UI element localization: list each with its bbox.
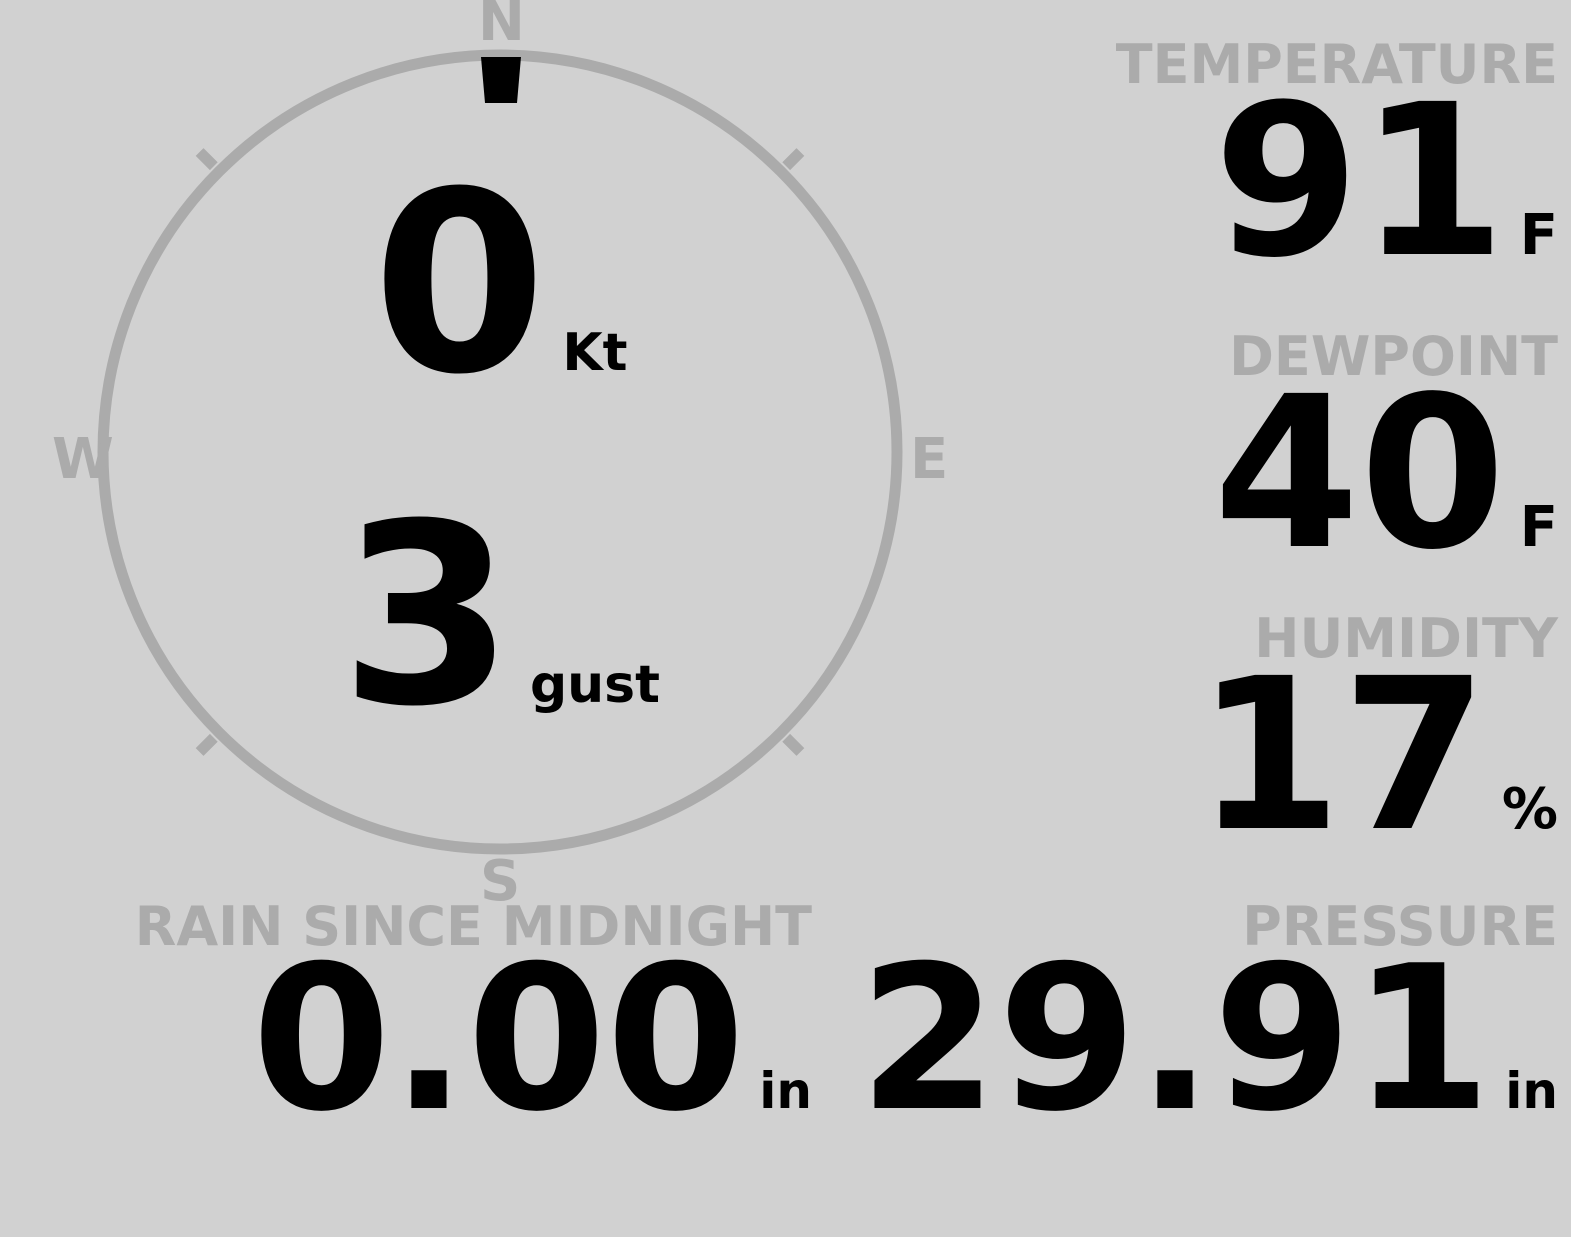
compass-dial — [97, 49, 903, 855]
temperature-label: TEMPERATURE — [1115, 33, 1558, 96]
temperature-readout: TEMPERATURE 91 F — [1115, 33, 1558, 304]
dewpoint-label: DEWPOINT — [1229, 325, 1558, 388]
pressure-value: 29.91 — [858, 923, 1492, 1156]
compass-tick-sw — [195, 733, 218, 756]
compass-label-east: E — [910, 427, 949, 492]
compass-tick-se — [782, 733, 805, 756]
humidity-readout: HUMIDITY 17 % — [1195, 607, 1558, 878]
dewpoint-value-row: 40 F — [1213, 351, 1558, 596]
dewpoint-value: 40 — [1213, 351, 1506, 596]
compass-tick-nw — [195, 148, 218, 171]
humidity-value: 17 — [1195, 633, 1488, 878]
pressure-value-row: 29.91 in — [858, 923, 1558, 1156]
wind-gust-readout: 3 gust — [330, 470, 670, 761]
pressure-label: PRESSURE — [1242, 895, 1558, 958]
wind-compass-panel: N W E S 0 Kt 3 gust — [0, 0, 1000, 920]
rain-value-row: 0.00 in — [135, 923, 812, 1156]
humidity-label: HUMIDITY — [1254, 607, 1558, 670]
rain-readout: RAIN SINCE MIDNIGHT 0.00 in — [134, 895, 812, 1156]
rain-unit: in — [759, 1062, 812, 1120]
rain-value: 0.00 — [251, 923, 746, 1156]
wind-gust-value: 3 — [339, 470, 514, 761]
wind-speed-value: 0 — [372, 138, 547, 429]
pressure-unit: in — [1505, 1062, 1558, 1120]
wind-gust-unit: gust — [529, 655, 660, 715]
compass-ring-circle — [97, 49, 903, 855]
compass-label-north: N — [478, 0, 525, 54]
temperature-value-row: 91 F — [1116, 59, 1558, 304]
humidity-unit: % — [1501, 777, 1558, 842]
dewpoint-unit: F — [1519, 495, 1558, 560]
wind-speed-readout: 0 Kt — [330, 138, 670, 429]
pressure-readout: PRESSURE 29.91 in — [858, 895, 1558, 1156]
dewpoint-readout: DEWPOINT 40 F — [1213, 325, 1558, 596]
temperature-value: 91 — [1213, 59, 1506, 304]
rain-label: RAIN SINCE MIDNIGHT — [134, 895, 812, 958]
compass-tick-ne — [782, 148, 805, 171]
wind-direction-marker — [481, 57, 521, 103]
compass-label-west: W — [52, 427, 114, 492]
temperature-unit: F — [1519, 203, 1558, 268]
wind-speed-unit: Kt — [562, 323, 628, 383]
humidity-value-row: 17 % — [1195, 633, 1558, 878]
compass-label-south: S — [480, 849, 521, 914]
